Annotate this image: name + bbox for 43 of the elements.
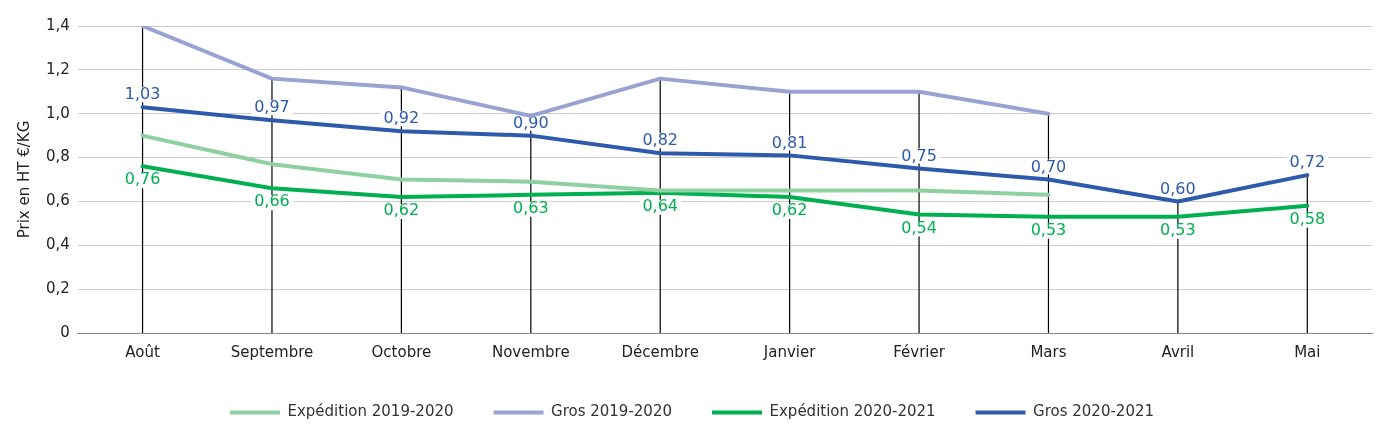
data-label: 0,97	[254, 97, 290, 117]
data-label: 0,63	[512, 198, 549, 218]
x-tick-label: Septembre	[230, 342, 314, 361]
y-tick-label: 0	[60, 322, 70, 341]
x-tick-label: Août	[125, 342, 160, 361]
data-label: 0,75	[901, 145, 937, 165]
data-label: 0,81	[771, 132, 808, 152]
x-tick-label: Février	[893, 342, 946, 361]
x-tick-label: Janvier	[762, 342, 817, 361]
data-label: 0,70	[1030, 156, 1067, 176]
y-tick-label: 0,6	[46, 191, 70, 210]
x-tick-label: Novembre	[491, 342, 570, 361]
legend-label: Gros 2020-2021	[1033, 402, 1155, 421]
y-tick-label: 0,4	[46, 235, 70, 254]
legend-label: Expédition 2019-2020	[287, 402, 454, 421]
data-label: 0,72	[1289, 152, 1326, 172]
data-label: 0,54	[901, 217, 937, 237]
data-label: 0,82	[642, 130, 679, 150]
data-label: 0,53	[1030, 219, 1067, 239]
data-label: 0,76	[124, 169, 161, 189]
x-tick-label: Décembre	[621, 342, 699, 361]
data-label: 0,66	[254, 191, 290, 211]
y-tick-label: 0,8	[46, 147, 70, 166]
x-tick-label: Mai	[1294, 342, 1321, 361]
data-label: 0,92	[383, 108, 420, 128]
y-tick-label: 0,2	[46, 279, 70, 298]
x-tick-label: Avril	[1161, 342, 1195, 361]
legend-label: Gros 2019-2020	[551, 402, 672, 421]
data-label: 0,90	[512, 112, 549, 132]
y-tick-label: 1,4	[46, 15, 70, 34]
legend-label: Expédition 2020-2021	[769, 402, 936, 421]
y-tick-label: 1,2	[46, 59, 70, 78]
y-tick-label: 1,0	[46, 103, 70, 122]
data-label: 0,64	[642, 195, 679, 215]
data-label: 0,58	[1289, 208, 1326, 228]
data-label: 0,60	[1160, 178, 1196, 198]
data-label: 1,03	[124, 84, 161, 104]
data-label: 0,62	[771, 200, 808, 220]
data-label: 0,53	[1160, 219, 1196, 239]
x-tick-label: Octobre	[371, 342, 432, 361]
data-label: 0,62	[383, 200, 420, 220]
y-axis-title: Prix en HT €/KG	[14, 120, 33, 239]
x-tick-label: Mars	[1030, 342, 1067, 361]
